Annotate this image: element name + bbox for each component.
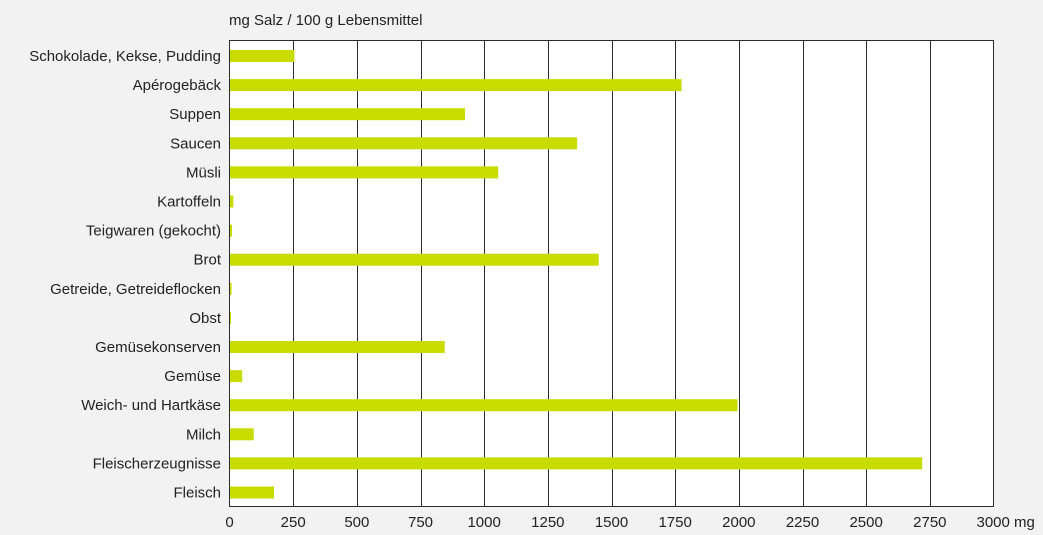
bar	[230, 253, 599, 266]
category-label: Getreide, Getreideflocken	[50, 281, 221, 298]
x-tick-label: 750	[408, 514, 433, 531]
bars	[230, 50, 923, 499]
x-tick-label: 1250	[531, 514, 564, 531]
bar	[230, 195, 234, 208]
bar	[230, 50, 295, 62]
x-tick-label: 2500	[849, 514, 882, 531]
x-tick-labels: 0 250 500 750 1000 1250 1500 1750 2000 2250 2500 27…	[225, 514, 1035, 531]
x-tick-label: 1500	[595, 514, 628, 531]
category-label: Apérogebäck	[133, 77, 222, 94]
category-label: Obst	[189, 310, 222, 327]
bar	[230, 370, 243, 383]
category-label: Brot	[193, 252, 221, 269]
x-tick-label: 1000	[467, 514, 500, 531]
x-tick-label: 2750	[913, 514, 946, 531]
bar	[230, 341, 445, 353]
unit-title: mg Salz / 100 g Lebensmittel	[229, 12, 422, 29]
bar	[230, 311, 231, 324]
category-label: Gemüse	[164, 368, 221, 385]
bar	[230, 428, 254, 441]
category-label: Saucen	[170, 135, 221, 152]
category-label: Fleisch	[173, 485, 221, 502]
category-label: Müsli	[186, 164, 221, 181]
x-tick-label: 3000 mg	[977, 514, 1035, 531]
bar	[230, 399, 738, 412]
category-label: Teigwaren (gekocht)	[86, 223, 221, 240]
category-label: Kartoffeln	[157, 194, 221, 211]
bar	[230, 108, 466, 121]
category-labels: Schokolade, Kekse, Pudding Apérogebäck Sup…	[29, 48, 222, 502]
category-label: Weich- und Hartkäse	[81, 397, 221, 414]
bar	[230, 166, 499, 179]
x-tick-label: 1750	[658, 514, 691, 531]
x-tick-label: 500	[344, 514, 369, 531]
x-tick-label: 0	[225, 514, 233, 531]
bar	[230, 282, 232, 295]
x-tick-label: 2250	[786, 514, 819, 531]
category-label: Suppen	[169, 106, 221, 123]
category-label: Milch	[186, 426, 221, 443]
category-label: Gemüsekonserven	[95, 339, 221, 356]
category-label: Fleischerzeugnisse	[93, 455, 221, 472]
x-tick-label: 250	[281, 514, 306, 531]
bar	[230, 79, 682, 92]
bar	[230, 486, 275, 499]
bar	[230, 137, 578, 150]
category-label: Schokolade, Kekse, Pudding	[29, 48, 221, 65]
bar	[230, 224, 233, 237]
x-tick-label: 2000	[722, 514, 755, 531]
bar	[230, 457, 923, 470]
